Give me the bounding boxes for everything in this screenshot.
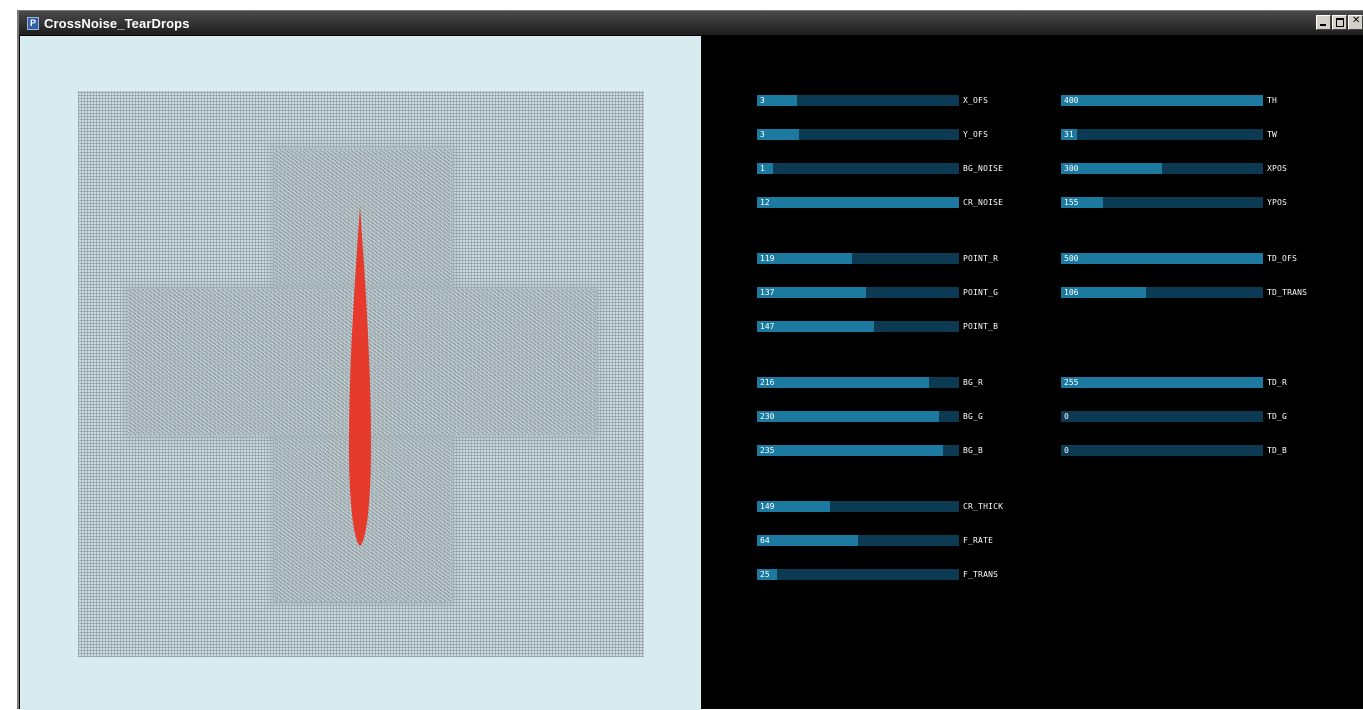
minimize-button[interactable] [1316,15,1331,30]
slider-fill [757,129,800,140]
slider-value: 300 [1064,164,1079,173]
slider-label: TD_TRANS [1267,288,1308,297]
slider-label: X_OFS [963,96,989,105]
slider-fill [757,445,943,456]
teardrop-shape [349,206,371,546]
slider-td-b[interactable]: 0 TD_B [1061,445,1287,456]
slider-value: 0 [1064,412,1069,421]
slider-th[interactable]: 400 TH [1061,95,1277,106]
slider-value: 3 [760,96,765,105]
slider-label: TW [1267,130,1278,139]
red-teardrop [349,206,371,546]
slider-label: YPOS [1267,198,1288,207]
slider-label: CR_THICK [963,502,1004,511]
slider-label: TD_G [1267,412,1288,421]
slider-fill [757,377,929,388]
slider-value: 147 [760,322,775,331]
slider-fill [1061,253,1263,264]
slider-value: 137 [760,288,775,297]
slider-value: 3 [760,130,765,139]
slider-td-g[interactable]: 0 TD_G [1061,411,1287,422]
slider-fill [1061,197,1104,208]
slider-fill [1061,95,1263,106]
slider-value: 25 [760,570,770,579]
slider-f-rate[interactable]: 64 F_RATE [757,535,993,546]
slider-label: BG_NOISE [963,164,1004,173]
slider-x-ofs[interactable]: 3 X_OFS [757,95,988,106]
slider-label: Y_OFS [963,130,989,139]
slider-label: TD_R [1267,378,1288,387]
slider-value: 149 [760,502,775,511]
slider-fill [757,163,774,174]
slider-value: 235 [760,446,775,455]
slider-point-g[interactable]: 137 POINT_G [757,287,998,298]
title-bar[interactable]: P CrossNoise_TearDrops [19,11,1363,35]
slider-y-ofs[interactable]: 3 Y_OFS [757,129,988,140]
slider-value: 230 [760,412,775,421]
slider-td-r[interactable]: 255 TD_R [1061,377,1287,388]
slider-value: 119 [760,254,775,263]
slider-fill [757,197,959,208]
slider-fill [1061,129,1078,140]
slider-fill [757,501,830,512]
slider-label: F_RATE [963,536,994,545]
slider-fill [757,287,867,298]
slider-value: 0 [1064,446,1069,455]
app-window: P CrossNoise_TearDrops 3 X_OFS 3 Y_OFS [17,10,1363,710]
slider-fill [757,253,852,264]
slider-label: BG_R [963,378,984,387]
slider-value: 1 [760,164,765,173]
slider-ypos[interactable]: 155 YPOS [1061,197,1287,208]
slider-value: 64 [760,536,770,545]
slider-point-b[interactable]: 147 POINT_B [757,321,998,332]
slider-value: 255 [1064,378,1079,387]
slider-label: POINT_R [963,254,999,263]
slider-fill [757,321,875,332]
slider-value: 500 [1064,254,1079,263]
window-controls [1316,15,1363,30]
slider-fill [1061,377,1263,388]
sketch-canvas[interactable] [20,36,701,710]
slider-bg-g[interactable]: 230 BG_G [757,411,983,422]
processing-app-icon: P [27,16,39,30]
slider-f-trans[interactable]: 25 F_TRANS [757,569,998,580]
slider-cr-noise[interactable]: 12 CR_NOISE [757,197,1003,208]
window-title: CrossNoise_TearDrops [44,15,190,31]
slider-fill [1061,163,1162,174]
slider-value: 106 [1064,288,1079,297]
slider-value: 155 [1064,198,1079,207]
slider-label: TD_OFS [1267,254,1298,263]
slider-fill [1061,287,1146,298]
slider-label: BG_G [963,412,984,421]
slider-value: 12 [760,198,770,207]
slider-point-r[interactable]: 119 POINT_R [757,253,998,264]
slider-td-trans[interactable]: 106 TD_TRANS [1061,287,1307,298]
slider-label: TD_B [1267,446,1288,455]
control-panel: 3 X_OFS 3 Y_OFS 1 BG_NOISE 12 CR_NOISE 1… [701,36,1363,709]
slider-xpos[interactable]: 300 XPOS [1061,163,1287,174]
maximize-button[interactable] [1332,15,1347,30]
close-button[interactable] [1348,15,1363,30]
slider-label: POINT_B [963,322,999,331]
slider-bg-noise[interactable]: 1 BG_NOISE [757,163,1003,174]
slider-fill [757,411,939,422]
slider-bg-b[interactable]: 235 BG_B [757,445,983,456]
slider-label: TH [1267,96,1278,105]
slider-label: POINT_G [963,288,999,297]
slider-label: XPOS [1267,164,1288,173]
slider-fill [757,95,798,106]
slider-cr-thick[interactable]: 149 CR_THICK [757,501,1003,512]
slider-label: F_TRANS [963,570,999,579]
slider-value: 31 [1064,130,1074,139]
slider-bg-r[interactable]: 216 BG_R [757,377,983,388]
slider-value: 216 [760,378,775,387]
slider-td-ofs[interactable]: 500 TD_OFS [1061,253,1297,264]
slider-label: BG_B [963,446,984,455]
slider-value: 400 [1064,96,1079,105]
slider-label: CR_NOISE [963,198,1004,207]
slider-tw[interactable]: 31 TW [1061,129,1277,140]
slider-fill [757,569,778,580]
slider-fill [757,535,858,546]
